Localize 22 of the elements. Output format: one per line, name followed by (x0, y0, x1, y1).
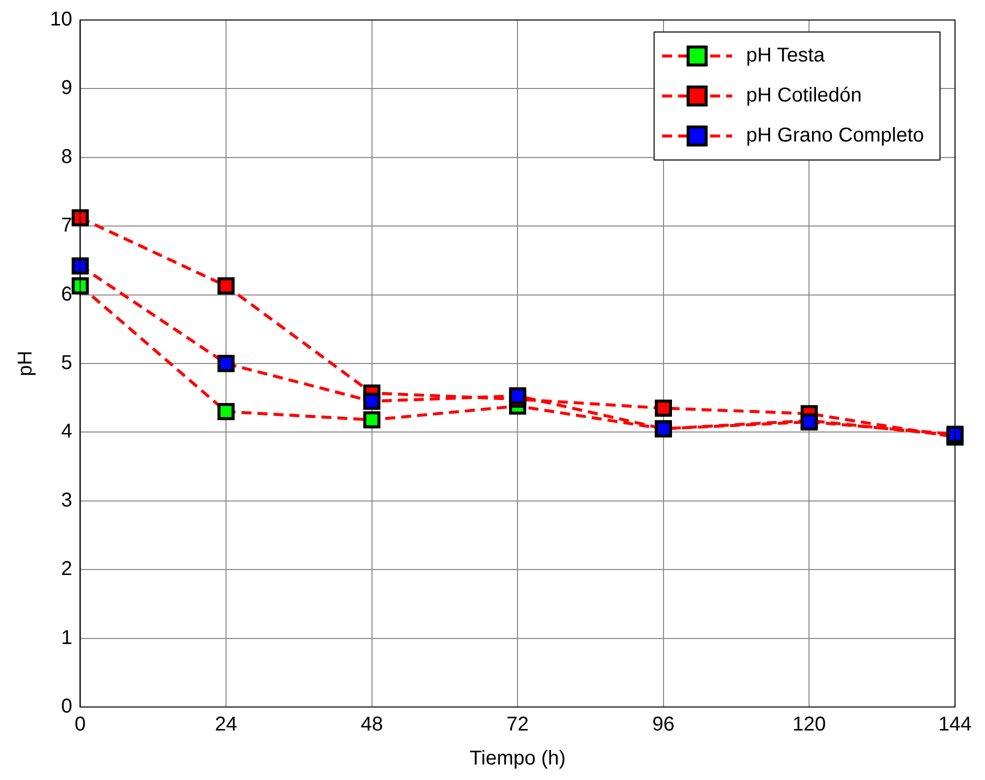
y-tick-label: 2 (61, 558, 72, 580)
x-axis-title: Tiempo (h) (470, 748, 566, 770)
y-tick-label: 0 (61, 696, 72, 718)
x-tick-label: 144 (938, 714, 972, 736)
x-tick-label: 96 (652, 714, 675, 736)
x-tick-label: 24 (214, 714, 238, 736)
y-tick-label: 10 (50, 8, 72, 31)
y-tick-label: 3 (61, 489, 72, 512)
x-tick-label: 48 (360, 714, 383, 736)
legend-label: pH Testa (746, 44, 826, 67)
y-tick-label: 1 (61, 626, 72, 649)
y-tick-label: 9 (61, 77, 72, 100)
y-tick-label: 7 (61, 214, 72, 237)
legend-label: pH Cotiledón (746, 84, 862, 107)
legend-label: pH Grano Completo (746, 124, 924, 147)
y-axis-title: pH (14, 350, 37, 376)
x-tick-label: 120 (792, 714, 826, 736)
y-tick-label: 8 (61, 146, 72, 168)
y-tick-label: 5 (61, 352, 72, 374)
y-tick-label: 4 (61, 420, 72, 443)
y-tick-label: 6 (61, 283, 72, 306)
x-tick-label: 72 (506, 714, 529, 736)
